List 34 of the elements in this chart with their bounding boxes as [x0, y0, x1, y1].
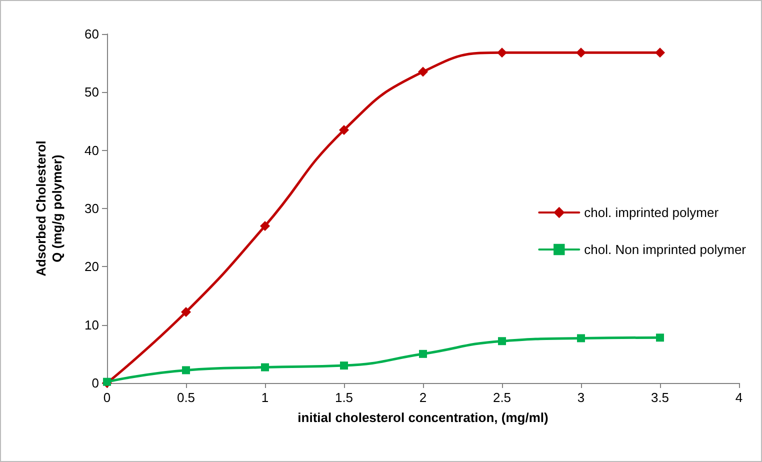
- y-axis-title: Adsorbed Cholesterol Q (mg/g polymer): [34, 140, 64, 276]
- legend-label: chol. imprinted polymer: [584, 205, 720, 220]
- x-tick-label: 1: [261, 390, 269, 405]
- y-tick-label: 60: [84, 26, 99, 42]
- y-tick-label: 30: [84, 201, 99, 216]
- x-tick-label: 3: [577, 390, 585, 405]
- x-tick-label: 4: [735, 390, 743, 405]
- y-tick-label: 0: [92, 376, 99, 390]
- x-tick-label: 2: [419, 390, 427, 405]
- point: [498, 337, 506, 346]
- y-tick-label: 20: [84, 259, 99, 274]
- point: [339, 124, 349, 135]
- point: [577, 334, 585, 342]
- x-axis-title: initial cholesterol concentration, (mg/ml): [298, 410, 548, 425]
- y-tick-label: 40: [84, 142, 99, 158]
- point: [182, 366, 190, 374]
- legend-label: chol. Non imprinted polymer: [584, 242, 747, 257]
- x-tick-label: 0.5: [176, 390, 196, 405]
- point: [576, 48, 586, 58]
- point: [419, 350, 427, 358]
- y-tick-label: 10: [84, 317, 99, 332]
- point: [655, 48, 665, 58]
- point: [181, 307, 191, 318]
- x-tick-label: 0: [103, 390, 111, 405]
- y-tick-label: 50: [84, 84, 99, 100]
- point: [656, 334, 664, 342]
- point: [497, 48, 507, 58]
- point: [418, 66, 428, 77]
- x-tick-label: 1.5: [334, 390, 354, 405]
- point: [260, 220, 270, 231]
- x-tick-label: 2.5: [492, 390, 512, 405]
- point: [340, 362, 348, 370]
- point: [261, 363, 269, 372]
- x-tick-label: 3.5: [650, 390, 670, 405]
